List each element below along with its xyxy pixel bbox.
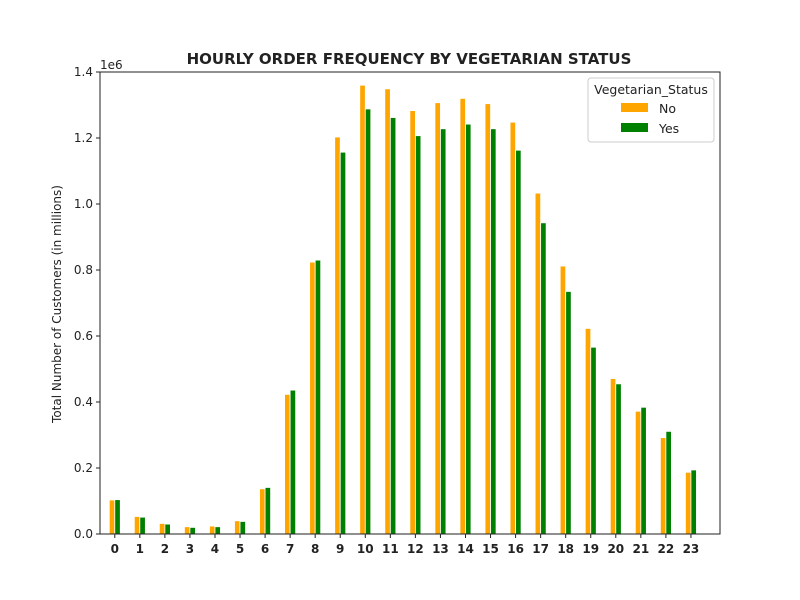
bar-yes-hour-5 xyxy=(239,521,246,535)
x-tick-label: 18 xyxy=(557,542,574,556)
bar-yes-hour-23 xyxy=(690,469,697,535)
bar-yes-hour-2 xyxy=(164,523,171,535)
x-tick-label: 8 xyxy=(311,542,319,556)
bar-yes-hour-6 xyxy=(264,487,271,535)
bar-yes-hour-12 xyxy=(414,135,422,535)
bar-yes-hour-13 xyxy=(440,128,447,535)
x-axis-ticks: 0 1 2 3 4 5 6 7 8 9 10 11 12 13 14 15 16 17 18 19 20 21 22 23 xyxy=(111,534,700,556)
plot-frame xyxy=(99,71,721,535)
bar-no-hour-19 xyxy=(584,328,592,535)
x-tick-label: 13 xyxy=(432,542,449,556)
y-tick-label: 0.8 xyxy=(74,263,93,277)
bar-no-hour-6 xyxy=(259,488,266,535)
bar-no-hour-15 xyxy=(484,103,491,535)
bar-yes-hour-8 xyxy=(314,259,322,535)
x-tick-label: 14 xyxy=(457,542,474,556)
chart-title: HOURLY ORDER FREQUENCY BY VEGETARIAN STA… xyxy=(187,50,632,68)
x-tick-label: 15 xyxy=(482,542,499,556)
x-tick-label: 21 xyxy=(632,542,649,556)
bar-yes-hour-18 xyxy=(565,291,572,535)
bar-yes-hour-9 xyxy=(339,151,347,535)
y-tick-label: 0.2 xyxy=(74,461,93,475)
x-tick-label: 11 xyxy=(382,542,399,556)
bars-group xyxy=(108,84,697,535)
x-tick-label: 17 xyxy=(532,542,549,556)
x-tick-label: 2 xyxy=(161,542,169,556)
bar-yes-hour-14 xyxy=(465,123,472,535)
bar-no-hour-3 xyxy=(184,526,191,535)
bar-yes-hour-0 xyxy=(114,499,121,535)
bar-no-hour-21 xyxy=(634,410,642,535)
y-axis-ticks: 0.0 0.2 0.4 0.6 0.8 1.0 1.2 1.4 xyxy=(74,65,100,541)
x-tick-label: 4 xyxy=(211,542,219,556)
bar-yes-hour-4 xyxy=(214,526,221,535)
bar-yes-hour-1 xyxy=(139,516,146,535)
legend-swatch-no xyxy=(621,103,648,112)
y-tick-label: 1.4 xyxy=(74,65,93,79)
bar-yes-hour-20 xyxy=(615,383,622,535)
x-tick-label: 6 xyxy=(261,542,269,556)
x-tick-label: 10 xyxy=(357,542,374,556)
bar-yes-hour-11 xyxy=(389,117,397,535)
bar-no-hour-23 xyxy=(685,471,692,535)
x-tick-label: 0 xyxy=(111,542,119,556)
bar-no-hour-9 xyxy=(334,136,341,535)
bar-no-hour-12 xyxy=(409,110,416,535)
bar-yes-hour-19 xyxy=(590,346,597,535)
x-tick-label: 1 xyxy=(136,542,144,556)
x-tick-label: 20 xyxy=(607,542,624,556)
x-tick-label: 12 xyxy=(407,542,424,556)
bar-no-hour-13 xyxy=(434,102,441,535)
legend: Vegetarian_Status No Yes xyxy=(587,77,715,143)
x-tick-label: 23 xyxy=(683,542,700,556)
legend-title: Vegetarian_Status xyxy=(594,82,708,97)
legend-label-yes: Yes xyxy=(658,121,679,136)
bar-yes-hour-16 xyxy=(515,149,522,535)
x-tick-label: 19 xyxy=(582,542,599,556)
bar-yes-hour-10 xyxy=(364,108,372,535)
y-axis-offset-text: 1e6 xyxy=(100,58,123,72)
bar-yes-hour-3 xyxy=(189,527,196,535)
y-axis-label: Total Number of Customers (in millions) xyxy=(50,185,64,424)
bar-no-hour-17 xyxy=(534,192,542,535)
bar-no-hour-2 xyxy=(158,523,166,535)
bar-no-hour-14 xyxy=(459,98,466,535)
bar-no-hour-0 xyxy=(108,499,116,535)
x-tick-label: 22 xyxy=(658,542,675,556)
y-tick-label: 0.0 xyxy=(74,527,93,541)
y-tick-label: 0.6 xyxy=(74,329,93,343)
bar-no-hour-8 xyxy=(309,261,316,535)
x-tick-label: 16 xyxy=(507,542,524,556)
bar-yes-hour-7 xyxy=(289,389,297,535)
y-tick-label: 0.4 xyxy=(74,395,93,409)
x-tick-label: 7 xyxy=(286,542,294,556)
bar-no-hour-20 xyxy=(609,378,617,535)
bar-no-hour-16 xyxy=(509,121,516,535)
bar-no-hour-7 xyxy=(284,394,291,535)
bar-no-hour-18 xyxy=(559,265,567,535)
bar-yes-hour-17 xyxy=(540,222,547,535)
bar-no-hour-1 xyxy=(133,516,141,535)
legend-label-no: No xyxy=(659,101,676,116)
bar-no-hour-11 xyxy=(384,88,391,535)
bar-no-hour-10 xyxy=(359,84,366,535)
x-tick-label: 5 xyxy=(236,542,244,556)
bar-no-hour-22 xyxy=(659,437,667,535)
x-tick-label: 3 xyxy=(186,542,194,556)
legend-box xyxy=(587,77,715,143)
y-tick-label: 1.2 xyxy=(74,131,93,145)
legend-swatch-yes xyxy=(621,123,648,132)
bar-no-hour-5 xyxy=(234,520,241,535)
bar-yes-hour-15 xyxy=(490,128,497,535)
x-tick-label: 9 xyxy=(336,542,344,556)
bar-yes-hour-22 xyxy=(665,430,672,535)
bar-no-hour-4 xyxy=(209,525,216,535)
bar-yes-hour-21 xyxy=(640,406,647,535)
y-tick-label: 1.0 xyxy=(74,197,93,211)
